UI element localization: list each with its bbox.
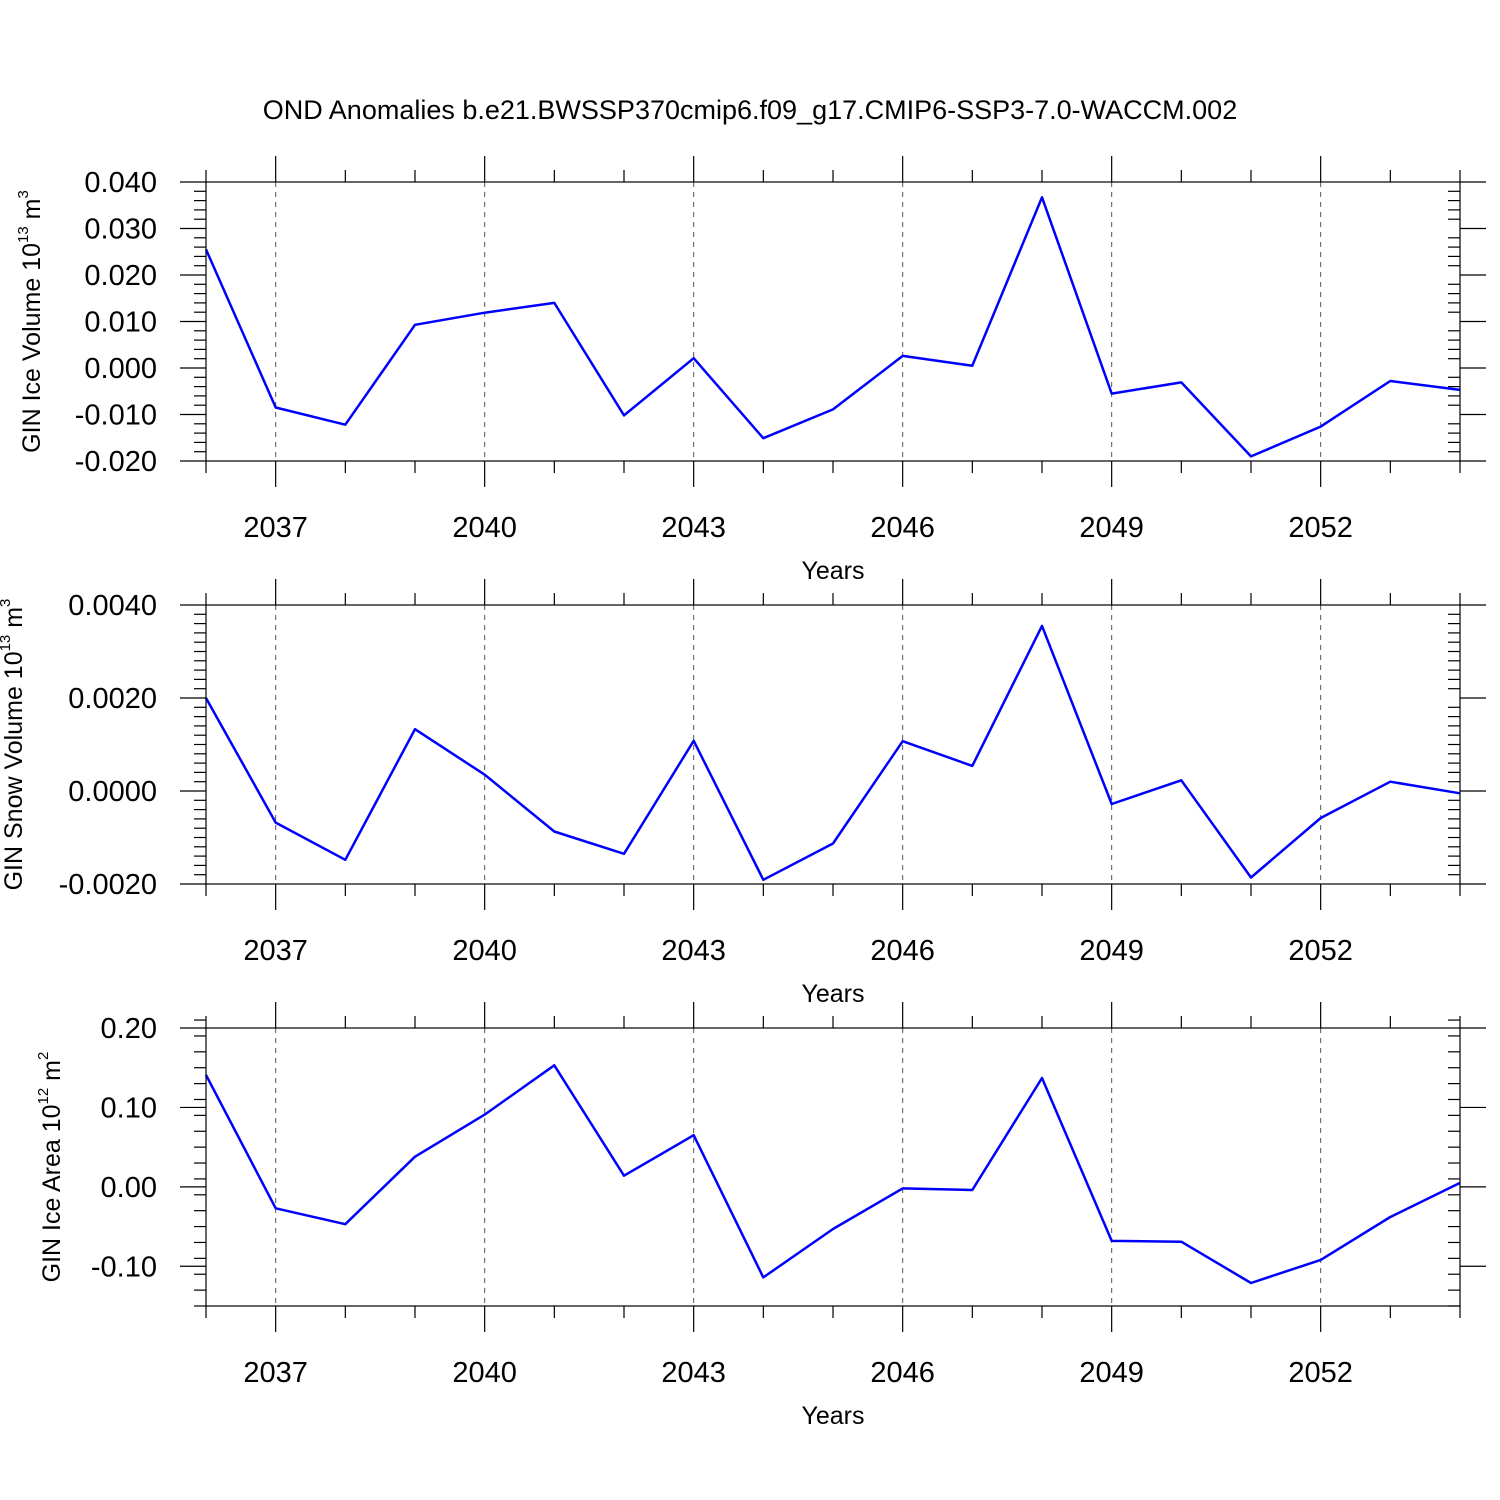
series-line [204, 1064, 1461, 1285]
y-label-exponent: 13 [0, 635, 14, 652]
y-tick-label: -0.10 [91, 1251, 157, 1283]
plot-frame [205, 1027, 1461, 1307]
x-tick-label: 2043 [661, 935, 726, 967]
y-tick-label: 0.0000 [68, 776, 157, 808]
plot-frame [205, 181, 1461, 462]
x-tick-label: 2052 [1288, 935, 1353, 967]
y-tick-label: 0.040 [84, 167, 157, 199]
panel-3: 2037 2040 2043 2046 2049 2052 -0.10 0.00 0.10 0.2… [35, 1002, 1486, 1430]
y-tick-label: 0.000 [84, 353, 157, 385]
panel-1: 2037 2040 2043 2046 2049 2052 -0.020 -0.010 0.00… [15, 156, 1486, 585]
series-line [204, 196, 1461, 458]
y-label-unit: m [38, 1060, 66, 1088]
y-tick-label: 0.0020 [68, 683, 157, 715]
y-label-exponent: 13 [15, 226, 32, 243]
y-label-unit-exponent: 2 [35, 1052, 52, 1060]
y-tick-label: 0.10 [101, 1092, 157, 1124]
x-tick-label: 2040 [452, 512, 517, 544]
x-tick-label: 2040 [452, 1357, 517, 1389]
x-tick-label: 2040 [452, 935, 517, 967]
series-line [204, 624, 1461, 882]
y-label-unit: m [0, 607, 28, 635]
x-axis-label: Years [801, 1402, 864, 1430]
y-axis-label: GIN Ice Volume 1013 m3 [15, 190, 46, 453]
y-label-unit-exponent: 3 [15, 190, 32, 198]
figure-title: OND Anomalies b.e21.BWSSP370cmip6.f09_g1… [263, 95, 1237, 125]
y-label-exponent: 12 [35, 1088, 52, 1105]
y-tick-label: 0.020 [84, 260, 157, 292]
x-tick-label: 2046 [870, 1357, 935, 1389]
x-tick-label: 2049 [1079, 935, 1144, 967]
x-axis-label: Years [801, 557, 864, 585]
x-tick-label: 2043 [661, 1357, 726, 1389]
y-axis-label: GIN Ice Area 1012 m2 [35, 1052, 66, 1283]
x-tick-label: 2046 [870, 512, 935, 544]
x-tick-label: 2046 [870, 935, 935, 967]
y-tick-label: 0.030 [84, 214, 157, 246]
x-tick-label: 2037 [243, 512, 308, 544]
x-tick-label: 2049 [1079, 1357, 1144, 1389]
plot-frame [205, 604, 1461, 885]
y-axis-label: GIN Snow Volume 1013 m3 [0, 599, 28, 891]
y-tick-label: 0.00 [101, 1172, 157, 1204]
x-tick-label: 2052 [1288, 1357, 1353, 1389]
y-tick-label: -0.010 [75, 400, 157, 432]
y-label-text: GIN Ice Volume 10 [18, 243, 46, 453]
x-tick-label: 2049 [1079, 512, 1144, 544]
x-tick-label: 2037 [243, 1357, 308, 1389]
x-tick-label: 2037 [243, 935, 308, 967]
y-tick-label: 0.20 [101, 1013, 157, 1045]
y-label-unit: m [18, 199, 46, 227]
y-tick-label: -0.020 [75, 446, 157, 478]
x-axis-label: Years [801, 980, 864, 1008]
y-tick-label: -0.0020 [59, 869, 157, 901]
x-tick-label: 2043 [661, 512, 726, 544]
y-tick-label: 0.010 [84, 307, 157, 339]
y-label-text: GIN Snow Volume 10 [0, 651, 28, 890]
panels: 2037 2040 2043 2046 2049 2052 -0.020 -0.010 0.00… [0, 156, 1486, 1430]
y-tick-label: 0.0040 [68, 590, 157, 622]
y-label-text: GIN Ice Area 10 [38, 1104, 66, 1282]
y-label-unit-exponent: 3 [0, 599, 14, 607]
panel-2: 2037 2040 2043 2046 2049 2052 -0.0020 0.0000 0.0… [0, 579, 1486, 1008]
x-tick-label: 2052 [1288, 512, 1353, 544]
